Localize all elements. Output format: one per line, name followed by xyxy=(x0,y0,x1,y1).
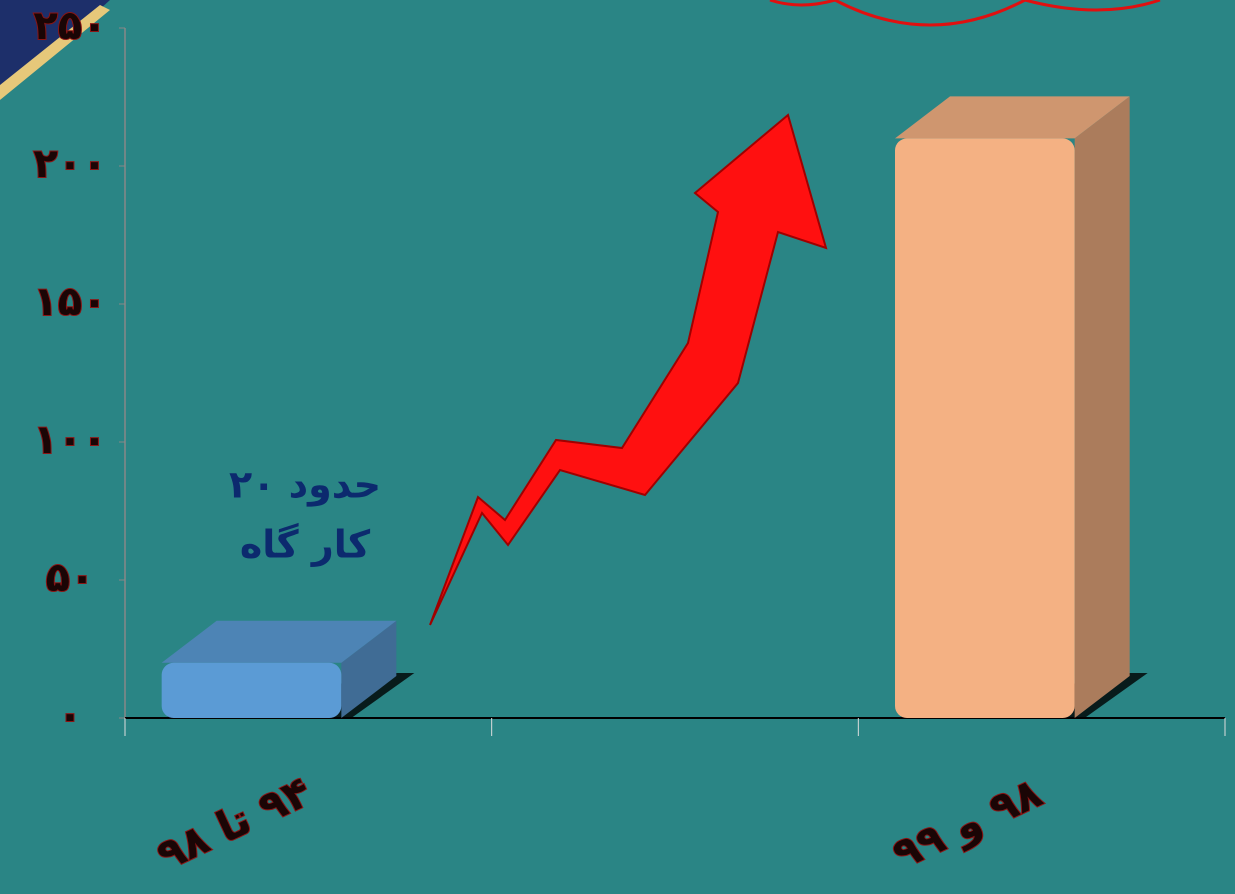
y-tick-label: ۱۰۰ xyxy=(33,417,106,463)
y-tick-label: ۵۰ xyxy=(46,555,95,601)
annotation: کار گاه xyxy=(240,523,371,567)
bar xyxy=(895,138,1075,718)
corner-decoration-edge xyxy=(0,5,110,100)
annotation: حدود ۲۰ xyxy=(229,463,381,508)
y-tick-label: ۱۵۰ xyxy=(33,279,106,325)
y-tick-label: ۲۰۰ xyxy=(33,141,106,187)
trend-arrow xyxy=(429,113,828,626)
y-tick-label: ۰ xyxy=(58,693,82,739)
bar-side xyxy=(341,620,397,718)
plot xyxy=(161,96,1148,718)
bar-side xyxy=(1074,96,1130,718)
bar-top xyxy=(161,620,397,663)
bar-top xyxy=(895,96,1130,139)
y-tick-label: ۲۵۰ xyxy=(33,3,106,49)
bar xyxy=(161,662,342,718)
cloud-decoration xyxy=(769,0,1161,27)
